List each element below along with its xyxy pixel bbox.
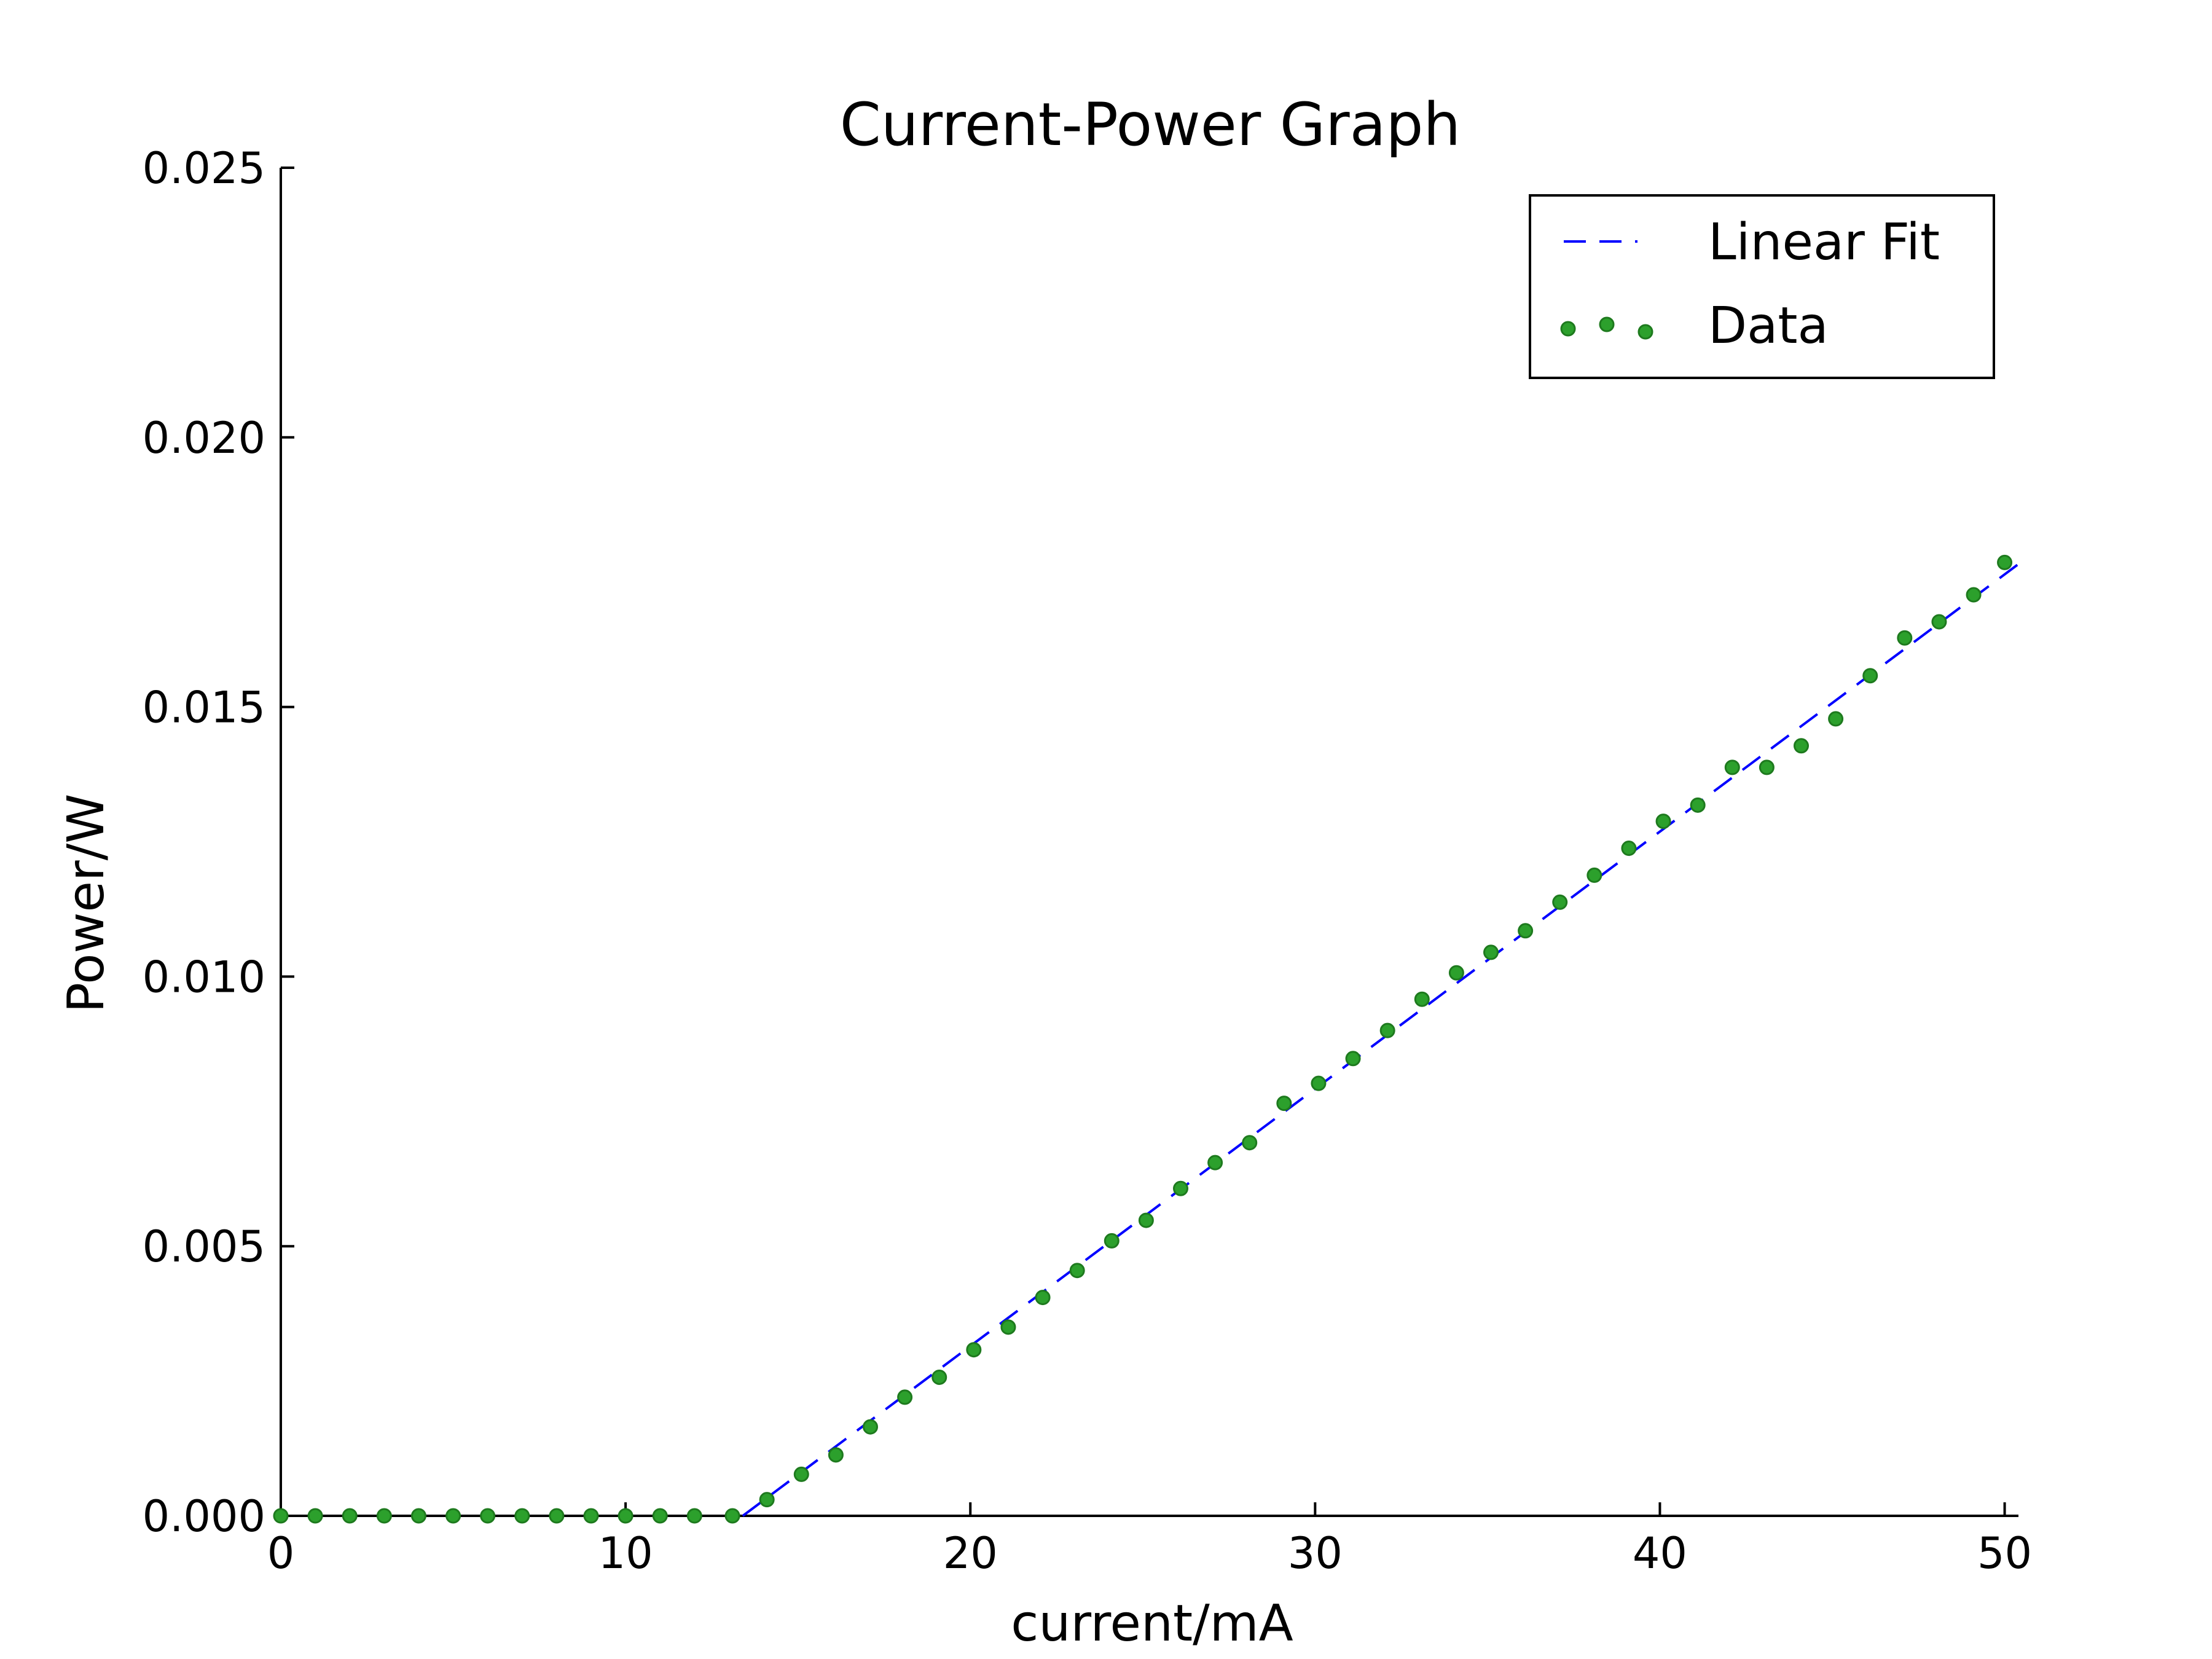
legend-linear-fit-label: Linear Fit [1708, 213, 1940, 272]
data-point [966, 1342, 982, 1358]
data-point [1794, 738, 1809, 754]
x-tick-label: 20 [943, 1528, 998, 1579]
plot-area: 0 10 20 30 40 50 0.0000.0050.0100.0150.0200.0… [143, 143, 2033, 1579]
x-tick-label: 50 [1977, 1528, 2032, 1579]
data-point [410, 1508, 426, 1524]
y-tick-label: 0.010 [143, 952, 265, 1002]
data-point [1379, 1022, 1395, 1038]
data-point [342, 1508, 358, 1524]
x-ticks: 0 10 20 30 40 50 [267, 1502, 2032, 1579]
legend-data-marker [1599, 316, 1615, 332]
x-axis-label: current/mA [1011, 1594, 1293, 1653]
legend-frame [1529, 194, 1995, 379]
legend-data-label: Data [1708, 297, 1829, 355]
data-point [1069, 1263, 1085, 1279]
data-point [1655, 814, 1671, 830]
data-point [1414, 991, 1430, 1007]
data-point [1586, 867, 1602, 883]
data-point [652, 1508, 668, 1524]
x-tick-label: 40 [1633, 1528, 1687, 1579]
data-point [1621, 841, 1637, 857]
legend-data-marker [1637, 324, 1653, 340]
series-layer [273, 554, 2020, 1524]
data-point [480, 1508, 496, 1524]
x-tick-label: 10 [598, 1528, 653, 1579]
data-point [1207, 1155, 1223, 1171]
data-point [1552, 894, 1568, 910]
data-point [1690, 797, 1706, 813]
data-point [1311, 1075, 1327, 1091]
data-point [1759, 759, 1775, 775]
data-point [828, 1447, 844, 1463]
data-point [1242, 1135, 1258, 1151]
data-point [1862, 668, 1878, 684]
data-point [307, 1508, 323, 1524]
data-point [1345, 1051, 1361, 1067]
y-axis-label: Power/W [57, 794, 116, 1013]
y-tick-label: 0.000 [143, 1491, 265, 1542]
data-point [1724, 759, 1740, 775]
data-point [445, 1508, 461, 1524]
data-point [1997, 554, 2013, 570]
data-point [1104, 1233, 1120, 1249]
data-point [1483, 944, 1499, 960]
data-point [618, 1508, 633, 1524]
data-point [1138, 1212, 1154, 1228]
data-point [514, 1508, 530, 1524]
legend-data-marker [1560, 321, 1576, 337]
data-point [1931, 614, 1947, 630]
legend: Linear Fit Data [1529, 194, 1995, 379]
data-point [1448, 965, 1464, 981]
data-point [583, 1508, 599, 1524]
y-tick-label: 0.005 [143, 1222, 265, 1272]
data-point [793, 1466, 809, 1482]
data-point [1276, 1096, 1292, 1112]
y-tick-label: 0.025 [143, 143, 265, 194]
y-tick-label: 0.015 [143, 683, 265, 733]
x-tick-label: 30 [1288, 1528, 1343, 1579]
data-point [1000, 1319, 1016, 1335]
data-point [724, 1508, 740, 1524]
data-point [759, 1492, 775, 1508]
linear-fit-line [742, 563, 2020, 1517]
data-point [863, 1419, 878, 1435]
data-point [273, 1508, 289, 1524]
data-point [1518, 923, 1534, 939]
data-point [549, 1508, 565, 1524]
x-tick-label: 0 [267, 1528, 295, 1579]
y-tick-label: 0.020 [143, 413, 265, 463]
chart-title: Current-Power Graph [840, 90, 1461, 159]
data-point [1035, 1290, 1051, 1306]
y-ticks: 0.000 0.005 0.010 0.015 0.020 0.025 [143, 143, 294, 1542]
data-point [1966, 587, 1982, 603]
data-point [1173, 1180, 1188, 1196]
data-point [1828, 711, 1844, 727]
data-point [686, 1508, 702, 1524]
data-point [931, 1369, 947, 1385]
data-point [376, 1508, 392, 1524]
data-point [1897, 630, 1913, 646]
data-point [897, 1389, 913, 1405]
